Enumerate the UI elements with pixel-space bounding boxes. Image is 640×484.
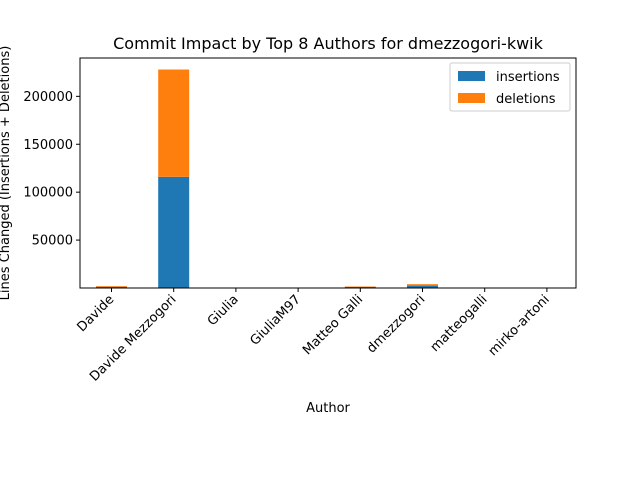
legend-label-deletions: deletions [496, 92, 556, 107]
x-tick-label-4: Matteo Galli [300, 292, 366, 358]
x-tick-label-6: matteogalli [428, 292, 491, 355]
chart-title: Commit Impact by Top 8 Authors for dmezz… [113, 34, 544, 53]
bar-deletions-1 [158, 70, 189, 177]
x-axis-label: Author [306, 401, 350, 416]
y-axis-label: Lines Changed (Insertions + Deletions) [0, 46, 13, 301]
legend-swatch-deletions [458, 93, 485, 103]
x-tick-label-2: Giulia [205, 292, 242, 329]
bar-deletions-0 [96, 286, 127, 287]
x-tick-label-0: Davide [75, 292, 118, 335]
x-tick-label-5: dmezzogori [364, 292, 428, 356]
y-tick-label-2: 150000 [23, 138, 73, 153]
bar-insertions-1 [158, 177, 189, 288]
y-tick-label-1: 100000 [23, 186, 73, 201]
legend-label-insertions: insertions [496, 70, 560, 85]
y-tick-label-3: 200000 [23, 90, 73, 105]
legend: insertions deletions [450, 63, 570, 111]
x-tick-label-7: mirko-artoni [486, 292, 553, 359]
x-tick-label-3: GiuliaM97 [247, 292, 303, 348]
y-axis-ticks: 50000 100000 150000 200000 [23, 90, 80, 249]
bar-deletions-5 [407, 284, 438, 285]
y-tick-label-0: 50000 [32, 234, 73, 249]
legend-swatch-insertions [458, 71, 485, 81]
